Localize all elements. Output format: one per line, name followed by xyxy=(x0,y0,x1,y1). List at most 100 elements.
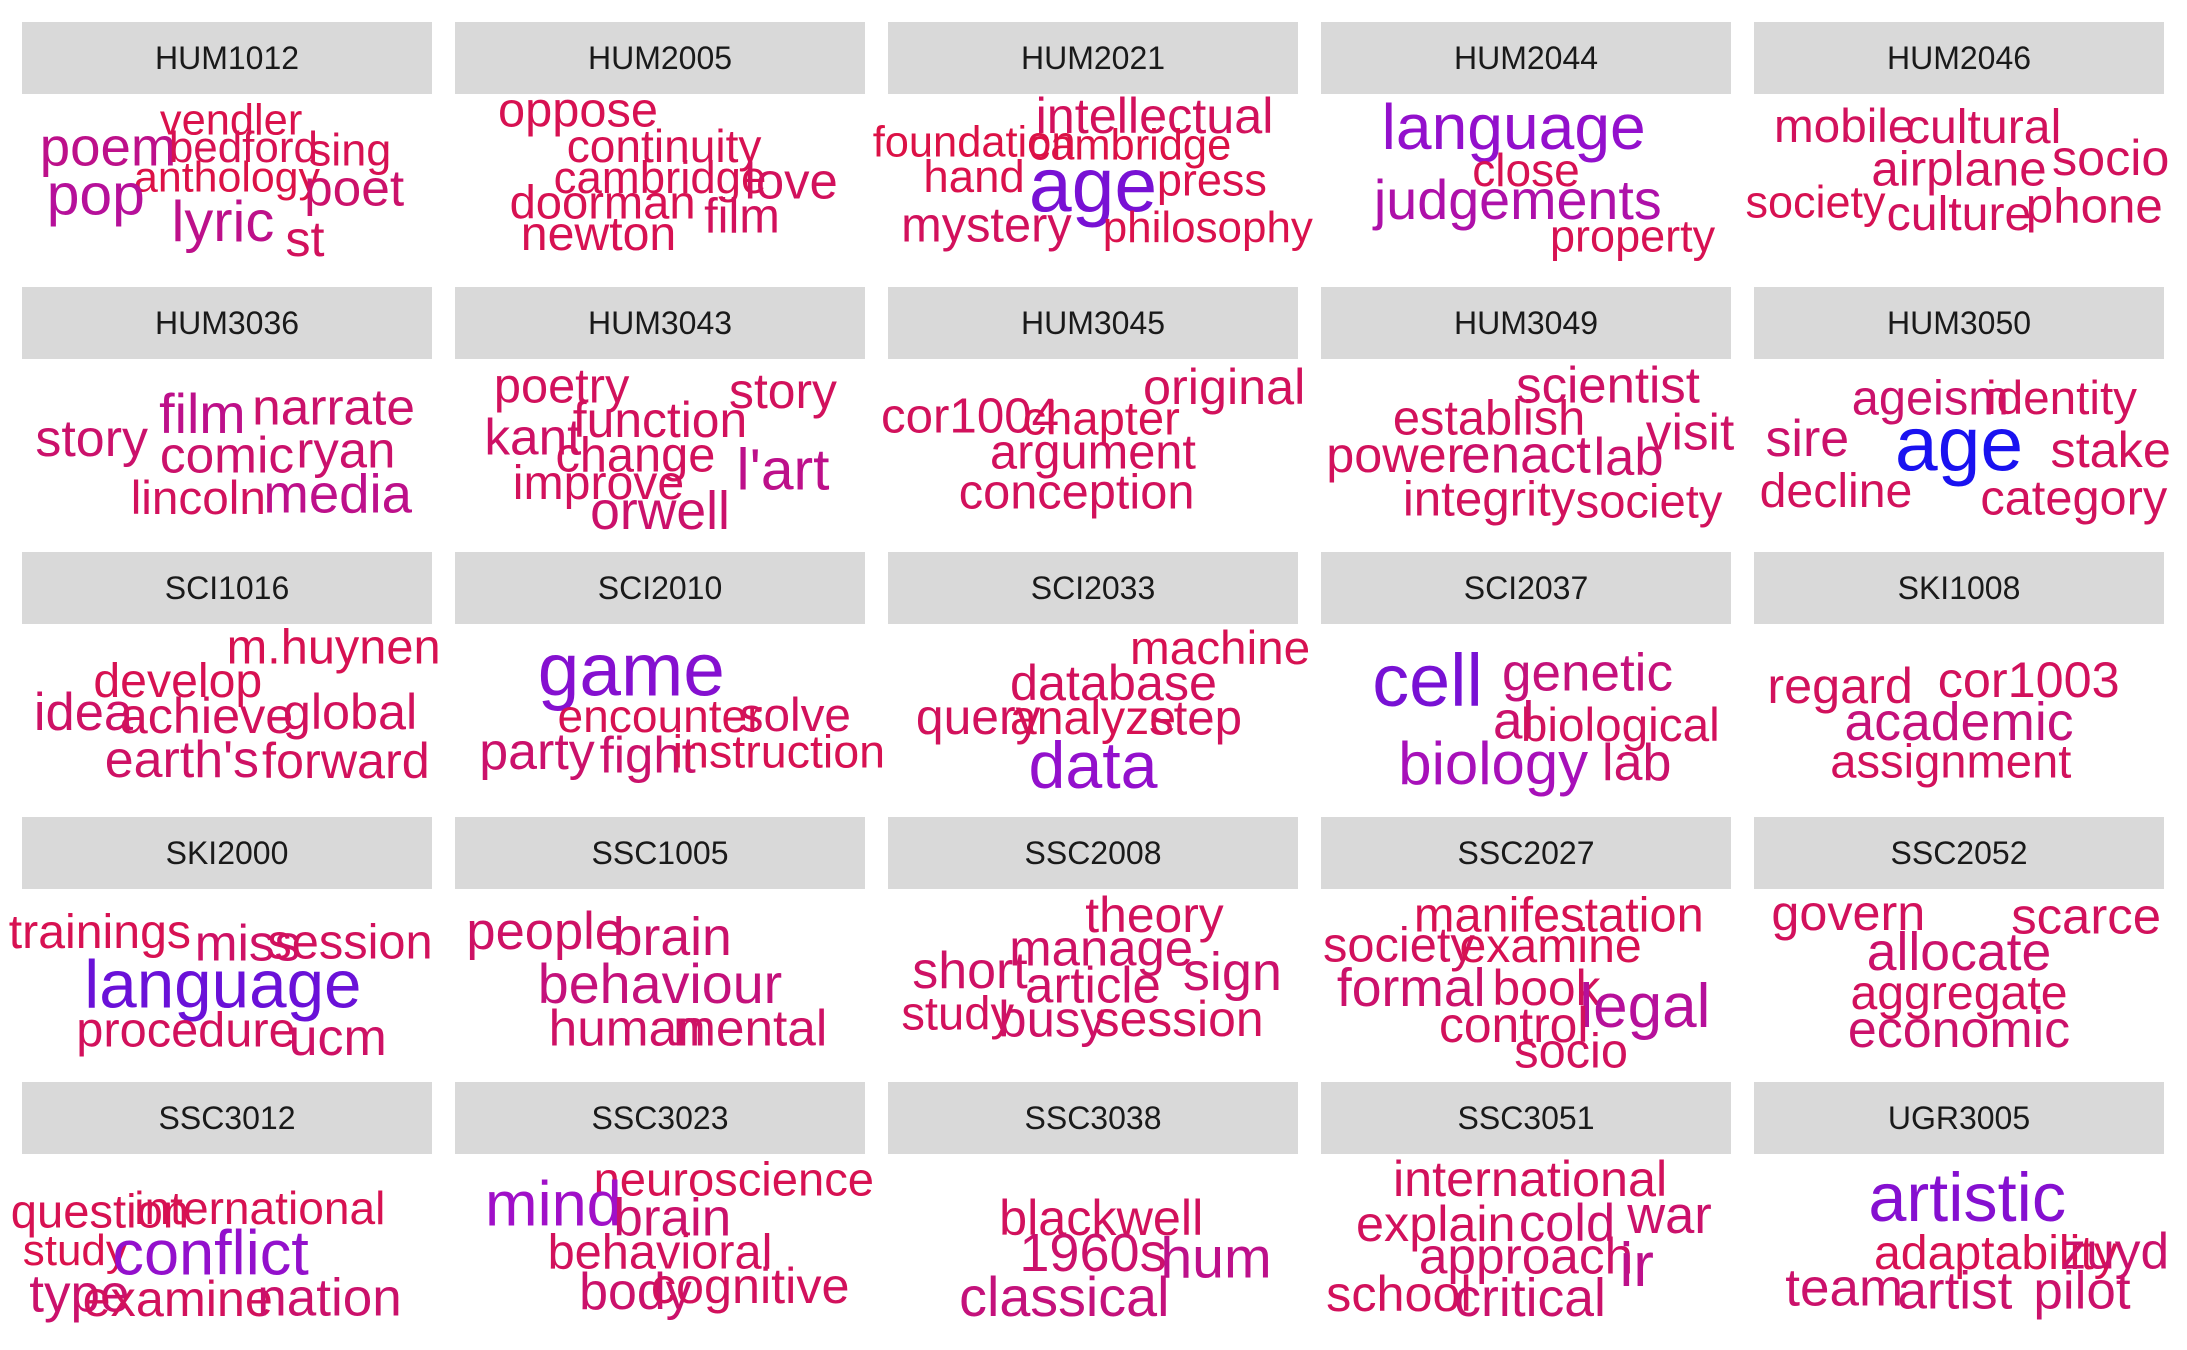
cloud-word: decline xyxy=(1759,464,1913,519)
cloud-word: economic xyxy=(1847,1001,2071,1060)
facet-strip: HUM3043 xyxy=(455,287,865,359)
cloud-word: l'art xyxy=(736,437,830,503)
cloud-word: film xyxy=(704,189,780,244)
cloud-word: enact xyxy=(1461,425,1591,485)
cloud-word: cognitive xyxy=(650,1257,850,1315)
cloud-word: pop xyxy=(46,162,145,228)
facet-label: SCI2033 xyxy=(1030,569,1156,606)
cloud-word: machine xyxy=(1129,622,1311,676)
word-cloud: artistic adaptability zuyd team artist pilot xyxy=(1754,1159,2169,1320)
word-cloud: international explain cold war approach ir sch… xyxy=(1321,1153,1731,1325)
cloud-word: sign xyxy=(1182,941,1282,1002)
cloud-word: ir xyxy=(1619,1230,1654,1300)
cloud-word: socio xyxy=(2051,128,2170,186)
cloud-word: artistic xyxy=(1868,1159,2067,1237)
cloud-word: narrate xyxy=(252,376,416,435)
cloud-word: st xyxy=(285,210,325,268)
word-cloud: manifestation society examine formal book leg… xyxy=(1321,891,1731,1075)
cloud-word: lincoln xyxy=(130,472,266,526)
cloud-word: type xyxy=(29,1264,130,1324)
facet-label: HUM2021 xyxy=(1020,39,1166,76)
panel-hum2005: HUM2005 oppose continuity cambridge love door… xyxy=(455,22,865,264)
facet-strip: HUM3050 xyxy=(1754,287,2164,359)
panel-ssc2008: SSC2008 theory manage short sign article study… xyxy=(888,817,1298,1059)
cloud-word: language xyxy=(84,946,362,1022)
facet-strip: SSC3023 xyxy=(455,1082,865,1154)
word-cloud: people brain behaviour human mental xyxy=(455,895,865,1055)
facet-label: SSC3038 xyxy=(1024,1099,1162,1136)
cloud-word: regard xyxy=(1767,656,1913,714)
facet-strip: HUM3036 xyxy=(22,287,432,359)
facet-strip: SSC2027 xyxy=(1321,817,1731,889)
cloud-word: story xyxy=(35,410,148,469)
cloud-word: anthology xyxy=(134,153,320,202)
cloud-word: short xyxy=(912,941,1028,1000)
panel-sci1016: SCI1016 m.huynen develop idea achieve global e… xyxy=(22,552,441,794)
word-cloud: vendler poem bedford sing anthology poet pop ly… xyxy=(22,98,432,264)
facet-strip: HUM2046 xyxy=(1754,22,2164,94)
word-cloud: oppose continuity cambridge love doorman film… xyxy=(455,87,865,260)
cloud-word: society xyxy=(1323,918,1475,973)
cloud-word: mobile xyxy=(1773,100,1915,154)
cloud-word: lyric xyxy=(171,190,275,255)
cloud-word: media xyxy=(263,463,413,525)
facet-strip: SSC3038 xyxy=(888,1082,1298,1154)
panel-hum3045: HUM3045 original cor1004 chapter argument con… xyxy=(881,287,1305,529)
cloud-word: blackwell xyxy=(999,1188,1204,1246)
cloud-word: story xyxy=(729,363,837,420)
cloud-word: assignment xyxy=(1830,734,2072,788)
facet-strip: SSC2052 xyxy=(1754,817,2164,889)
facet-label: HUM3049 xyxy=(1453,304,1599,341)
cloud-word: behavioral xyxy=(547,1225,773,1280)
cloud-word: examine xyxy=(82,1270,273,1328)
cloud-word: phone xyxy=(2025,177,2163,233)
cloud-word: property xyxy=(1550,210,1716,262)
facet-strip: HUM3045 xyxy=(888,287,1298,359)
cloud-word: game xyxy=(537,627,725,712)
facet-label: SCI1016 xyxy=(164,569,290,606)
facet-strip: HUM2044 xyxy=(1321,22,1731,94)
cloud-word: classical xyxy=(959,1265,1170,1328)
facet-strip: SCI2037 xyxy=(1321,552,1731,624)
facet-label: HUM1012 xyxy=(154,39,300,76)
cloud-word: improve xyxy=(512,456,685,511)
cloud-word: oppose xyxy=(498,83,658,138)
cloud-word: study xyxy=(901,986,1015,1040)
word-cloud: m.huynen develop idea achieve global earth's f… xyxy=(22,623,441,790)
cloud-word: critical xyxy=(1454,1269,1606,1329)
facet-strip: SSC1005 xyxy=(455,817,865,889)
cloud-word: query xyxy=(915,689,1041,746)
word-cloud: trainings miss session language procedure ucm xyxy=(9,895,433,1064)
cloud-word: allocate xyxy=(1866,922,2052,982)
facet-label: HUM3043 xyxy=(587,304,733,341)
cloud-word: step xyxy=(1148,690,1243,746)
cloud-word: book xyxy=(1492,960,1601,1017)
cloud-word: approach xyxy=(1418,1226,1634,1285)
cloud-word: function xyxy=(572,392,748,449)
cloud-word: solve xyxy=(739,689,851,743)
word-cloud: neuroscience mind brain behavioral body cogni… xyxy=(455,1155,874,1320)
facet-label: SSC3051 xyxy=(1457,1099,1595,1136)
cloud-word: data xyxy=(1028,728,1158,803)
cloud-word: film xyxy=(159,382,246,445)
cloud-word: conflict xyxy=(112,1218,309,1289)
cloud-word: cor1003 xyxy=(1937,650,2120,708)
facet-strip: HUM1012 xyxy=(22,22,432,94)
facet-label: HUM2044 xyxy=(1453,39,1599,76)
cloud-word: scientist xyxy=(1516,356,1700,414)
cloud-word: judgements xyxy=(1373,168,1662,231)
cloud-word: identity xyxy=(1985,371,2138,425)
cloud-word: control xyxy=(1438,997,1589,1054)
panel-ssc2027: SSC2027 manifestation society examine formal… xyxy=(1321,817,1731,1076)
cloud-word: aggregate xyxy=(1850,965,2068,1020)
cloud-word: behaviour xyxy=(537,952,783,1015)
cloud-word: people xyxy=(466,902,624,961)
cloud-word: session xyxy=(1094,990,1264,1047)
cloud-word: establish xyxy=(1392,392,1586,447)
cloud-word: visit xyxy=(1645,402,1735,461)
cloud-word: mind xyxy=(484,1169,622,1240)
cloud-word: lab xyxy=(1593,428,1664,487)
cloud-word: procedure xyxy=(76,1003,296,1058)
facet-strip: SCI2033 xyxy=(888,552,1298,624)
panel-sci2033: SCI2033 machine database query analyze step da… xyxy=(888,552,1310,799)
